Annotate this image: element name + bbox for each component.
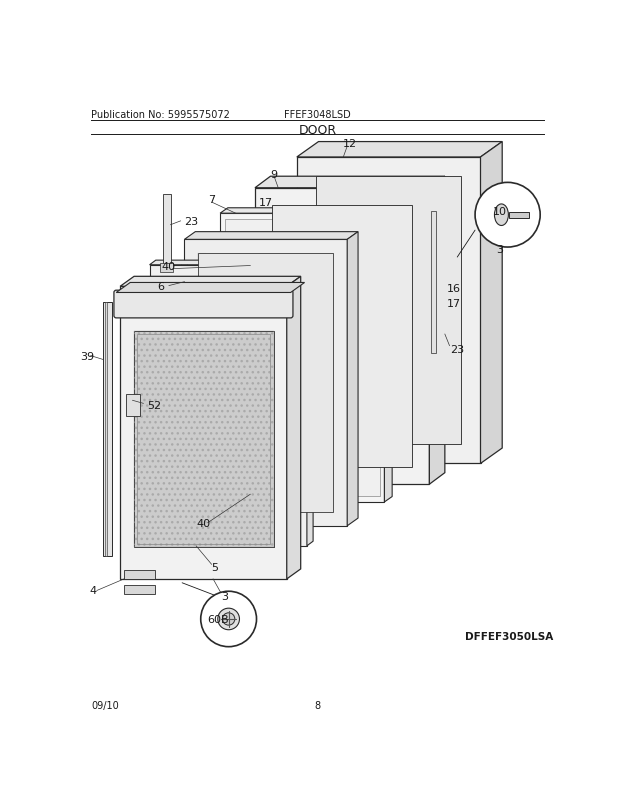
Circle shape: [201, 592, 257, 647]
Text: 6: 6: [157, 282, 164, 291]
Polygon shape: [297, 143, 502, 158]
Text: 17: 17: [259, 197, 273, 208]
Polygon shape: [316, 177, 461, 444]
Text: 09/10: 09/10: [92, 700, 119, 710]
Bar: [161, 264, 173, 273]
Text: 40: 40: [196, 518, 210, 528]
Text: 10: 10: [493, 207, 507, 217]
Polygon shape: [286, 277, 301, 579]
Bar: [439, 227, 445, 366]
Polygon shape: [429, 177, 445, 484]
Bar: [134, 331, 273, 547]
Text: FFEF3048LSD: FFEF3048LSD: [285, 110, 351, 120]
Polygon shape: [220, 209, 392, 214]
Text: 40: 40: [161, 261, 175, 271]
Text: 3: 3: [496, 245, 503, 255]
Text: 12: 12: [343, 139, 358, 149]
Text: 23: 23: [450, 345, 464, 355]
Ellipse shape: [223, 613, 235, 626]
Polygon shape: [120, 277, 301, 287]
Text: DFFEF3050LSA: DFFEF3050LSA: [465, 630, 553, 641]
Polygon shape: [255, 177, 445, 188]
Polygon shape: [480, 143, 502, 464]
Text: 23: 23: [184, 217, 198, 227]
Bar: [437, 358, 448, 368]
Bar: [103, 302, 112, 556]
Text: 17: 17: [446, 299, 461, 309]
Bar: [180, 263, 187, 417]
Bar: [509, 213, 528, 218]
Text: 39: 39: [80, 351, 94, 361]
Bar: [137, 334, 270, 544]
Text: 7: 7: [208, 195, 216, 205]
Text: 8: 8: [315, 700, 321, 710]
Bar: [124, 585, 155, 594]
Bar: [126, 395, 140, 416]
Polygon shape: [149, 265, 307, 546]
Polygon shape: [198, 254, 334, 512]
Polygon shape: [185, 240, 347, 526]
Bar: [134, 331, 273, 547]
Text: 16: 16: [446, 283, 461, 294]
Polygon shape: [384, 209, 392, 502]
Text: 52: 52: [148, 400, 161, 411]
Polygon shape: [255, 188, 429, 484]
Polygon shape: [307, 261, 313, 546]
Circle shape: [475, 183, 540, 248]
Ellipse shape: [495, 205, 508, 226]
Polygon shape: [220, 214, 384, 502]
Polygon shape: [117, 283, 304, 293]
Bar: [162, 195, 170, 272]
Bar: [224, 220, 379, 496]
Text: DOOR: DOOR: [299, 124, 337, 137]
Bar: [105, 302, 107, 556]
Text: 5: 5: [211, 563, 219, 573]
Polygon shape: [297, 158, 480, 464]
Bar: [431, 212, 435, 354]
FancyBboxPatch shape: [114, 291, 293, 318]
Text: 4: 4: [89, 585, 96, 596]
Polygon shape: [272, 205, 412, 468]
Polygon shape: [347, 233, 358, 526]
Text: 60B: 60B: [207, 614, 229, 624]
Polygon shape: [120, 287, 286, 579]
Bar: [250, 492, 281, 498]
Polygon shape: [149, 261, 313, 265]
Bar: [250, 263, 281, 269]
Text: 9: 9: [270, 170, 278, 180]
Bar: [124, 570, 155, 579]
Ellipse shape: [218, 609, 239, 630]
Text: 3: 3: [221, 591, 228, 602]
Polygon shape: [185, 233, 358, 240]
Text: Publication No: 5995575072: Publication No: 5995575072: [92, 110, 230, 120]
